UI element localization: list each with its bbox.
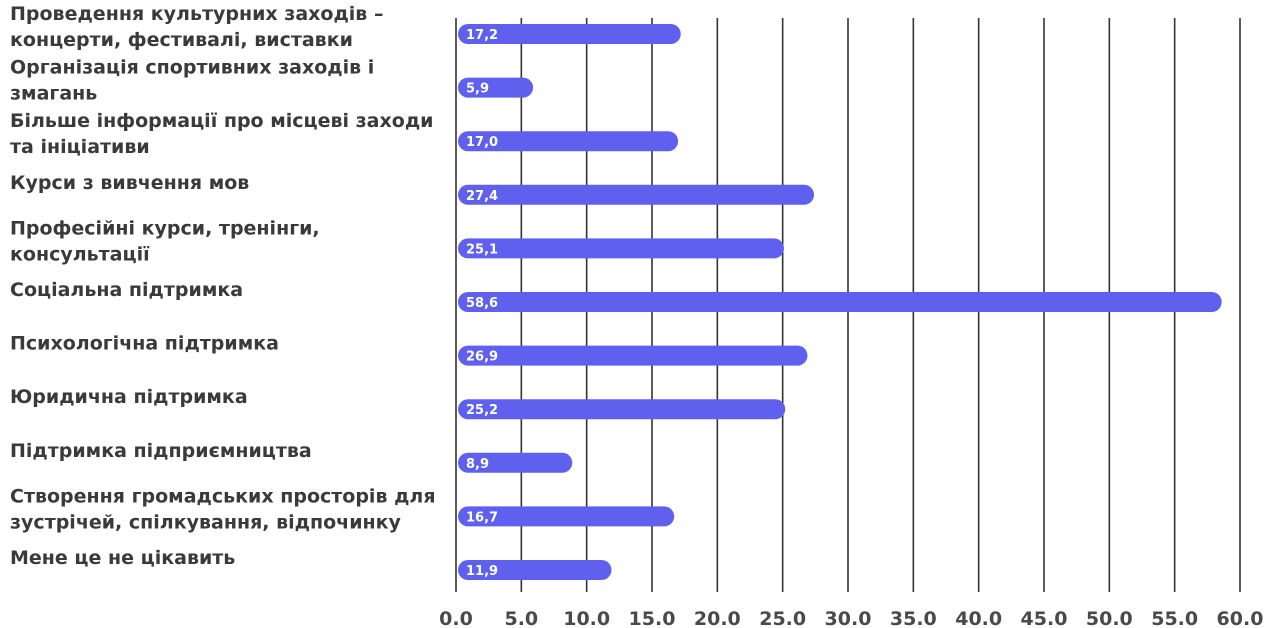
x-tick-label: 45.0 [1021,608,1068,628]
category-label-line: Юридична підтримка [10,386,248,408]
bar-value-label: 17,2 [466,28,498,43]
bar-value-label: 11,9 [466,564,498,579]
x-tick-label: 60.0 [1217,608,1264,628]
bar-value-label: 16,7 [466,510,498,525]
category-label: Курси з вивчення мов [10,172,249,194]
category-label-line: зустрічей, спілкування, відпочинку [10,511,402,533]
category-label-line: Професійні курси, тренінги, [10,217,320,239]
x-tick-label: 10.0 [563,608,610,628]
bar-value-label: 17,0 [466,135,498,150]
category-label: Мене це не цікавить [10,547,235,569]
category-label: Організація спортивних заходів і змагань [10,57,374,105]
category-labels: Проведення культурних заходів – концерти,… [10,3,436,569]
bar-value-label: 26,9 [466,350,498,365]
bar [458,345,808,366]
bar [458,184,815,205]
x-tick-label: 15.0 [629,608,676,628]
x-tick-label: 40.0 [955,608,1002,628]
x-tick-label: 35.0 [890,608,937,628]
category-label-line: Більше інформації про місцеві заходи [10,110,433,132]
category-label: Проведення культурних заходів – концерти,… [10,3,383,51]
category-label-line: Створення громадських просторів для [10,485,436,507]
x-tick-label: 5.0 [504,608,538,628]
category-label: Створення громадських просторів для зустр… [10,485,436,533]
bar [458,77,534,98]
category-label: Більше інформації про місцеві заходи та і… [10,110,433,158]
bar [458,131,679,152]
category-label-line: Мене це не цікавить [10,547,235,569]
bar [458,560,612,580]
category-label: Професійні курси, тренінги, консультації [10,217,320,265]
category-label-line: Організація спортивних заходів і [10,57,374,79]
bar-value-label: 25,1 [466,242,498,257]
category-label-line: змагань [10,83,97,105]
bar [458,506,675,527]
category-label-line: Проведення культурних заходів – [10,3,383,25]
bar [458,452,573,473]
bar-value-label: 27,4 [466,189,498,204]
bar [458,238,784,259]
category-label-line: Курси з вивчення мов [10,172,249,194]
category-label-line: та ініціативи [10,136,150,158]
x-axis-ticks: 0.0 5.0 10.0 15.0 20.0 25.0 30.0 35.0 40.0 45.0 50… [439,608,1263,628]
category-label-line: Соціальна підтримка [10,279,243,301]
bar [458,24,681,44]
x-tick-label: 20.0 [694,608,741,628]
bar-value-label: 8,9 [466,457,489,472]
bar [458,399,786,420]
bar-value-label: 58,6 [466,296,498,311]
category-label: Психологічна підтримка [10,333,279,355]
category-label-line: Підтримка підприємництва [10,440,312,462]
bars: 17,2 5,9 17,0 27,4 25,1 58,6 26,9 25,2 8,9 16,7 11… [458,24,1222,580]
bar [458,292,1222,312]
bar-value-label: 25,2 [466,403,498,418]
category-label-line: консультації [10,243,150,265]
category-label: Підтримка підприємництва [10,440,312,462]
x-tick-label: 25.0 [759,608,806,628]
category-label: Соціальна підтримка [10,279,243,301]
category-label-line: концерти, фестивалі, виставки [10,29,353,51]
x-tick-label: 0.0 [439,608,473,628]
x-tick-label: 30.0 [825,608,872,628]
category-label: Юридична підтримка [10,386,248,408]
category-label-line: Психологічна підтримка [10,333,279,355]
x-tick-label: 55.0 [1151,608,1198,628]
bar-value-label: 5,9 [466,82,489,97]
x-tick-label: 50.0 [1086,608,1133,628]
